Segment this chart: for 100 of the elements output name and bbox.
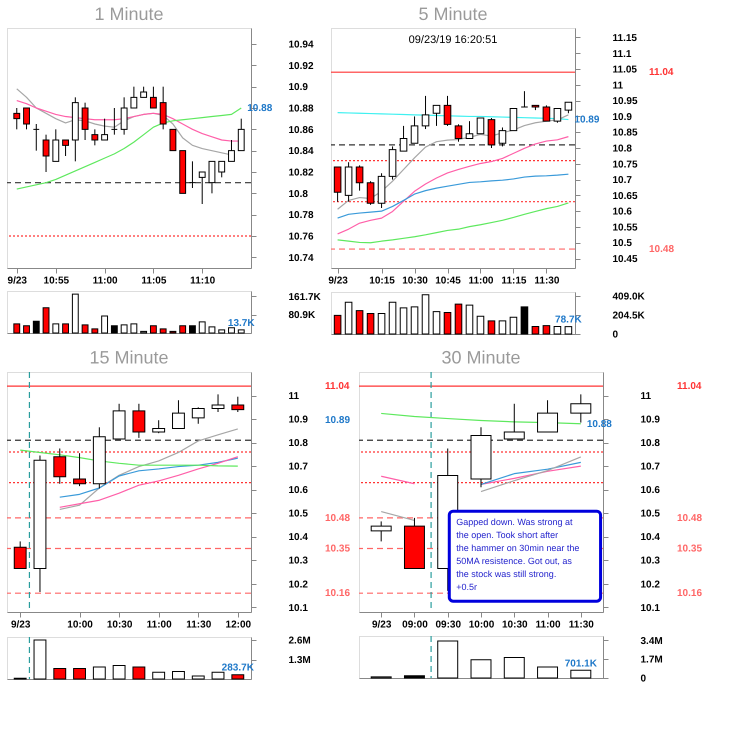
y-tick-label: 10.9 xyxy=(288,414,308,426)
x-tick-label: 11:00 xyxy=(92,276,118,286)
y-tick-label: 10.3 xyxy=(288,556,308,567)
y-tick-label: 10.84 xyxy=(288,146,314,158)
chart-title: 5 Minute xyxy=(418,4,488,24)
x-tick-label: 10:30 xyxy=(402,276,428,286)
x-tick-label: 11:00 xyxy=(468,276,494,286)
chart-title: 15 Minute xyxy=(89,347,169,368)
x-tick-label: 9/23 xyxy=(8,276,28,286)
y-tick-label: 11 xyxy=(288,391,300,402)
data-label: 701.1K xyxy=(564,658,598,670)
y-tick-label: 0 xyxy=(612,330,618,340)
y-tick-label: 10.8 xyxy=(640,438,660,450)
ref-line-label: 10.16 xyxy=(325,588,350,600)
x-tick-label: 11:30 xyxy=(534,276,560,286)
x-tick-label: 11:30 xyxy=(186,620,212,630)
x-tick-label: 9/23 xyxy=(328,276,348,286)
data-label: 78.7K xyxy=(555,314,583,326)
y-tick-label: 10.6 xyxy=(640,485,660,496)
y-tick-label: 10.2 xyxy=(288,579,308,590)
ref-line-label: 10.48 xyxy=(325,512,350,524)
y-tick-label: 10.6 xyxy=(612,206,632,218)
x-tick-label: 10:15 xyxy=(369,276,396,286)
x-tick-label: 10:00 xyxy=(468,620,495,630)
x-tick-label: 11:10 xyxy=(190,276,216,286)
y-tick-label: 1.3M xyxy=(288,655,311,666)
ref-line-label: 11.04 xyxy=(649,67,674,78)
y-tick-label: 11 xyxy=(612,80,624,92)
y-tick-label: 10.92 xyxy=(288,60,314,72)
annotation: 09/23/19 16:20:51 xyxy=(408,34,498,46)
x-tick-label: 10:00 xyxy=(67,620,94,630)
y-tick-label: 10.45 xyxy=(612,254,638,266)
chart-title: 1 Minute xyxy=(94,4,164,24)
y-tick-label: 10.95 xyxy=(612,96,638,108)
x-tick-label: 11:30 xyxy=(568,620,594,630)
y-tick-label: 10.6 xyxy=(288,485,308,496)
y-tick-label: 11.05 xyxy=(612,64,638,76)
data-label: 10.89 xyxy=(574,114,600,126)
annotation: Gapped down. Was strong at the open. Took short after the hammer on 30min near the 50MA resistence. Got out, as the stock was still strong. +0.5r xyxy=(456,517,580,592)
y-tick-label: 10.1 xyxy=(640,602,660,614)
y-tick-label: 10.3 xyxy=(640,556,660,567)
x-tick-label: 9/23 xyxy=(372,620,392,630)
y-tick-label: 10.7 xyxy=(612,175,632,186)
y-tick-label: 10.4 xyxy=(288,532,308,544)
x-tick-label: 09:00 xyxy=(402,620,428,630)
y-tick-label: 10.94 xyxy=(288,40,314,50)
y-tick-label: 10.86 xyxy=(288,124,314,136)
x-tick-label: 10:30 xyxy=(502,620,528,630)
y-tick-label: 10.4 xyxy=(640,532,660,544)
y-tick-label: 2.6M xyxy=(288,636,311,646)
y-tick-label: 10.65 xyxy=(612,190,638,202)
data-label: 10.88 xyxy=(586,418,612,430)
y-tick-label: 10.5 xyxy=(612,238,632,250)
ref-line-label: 10.16 xyxy=(677,588,702,600)
data-label: 13.7K xyxy=(228,318,256,329)
y-tick-label: 10.8 xyxy=(288,188,308,200)
y-tick-label: 204.5K xyxy=(612,310,646,322)
y-tick-label: 10.9 xyxy=(612,112,632,123)
y-tick-label: 10.88 xyxy=(288,104,314,114)
ref-line-label: 10.48 xyxy=(677,512,702,524)
y-tick-label: 10.82 xyxy=(288,168,314,178)
text: 10.89 xyxy=(325,415,350,426)
y-tick-label: 10.7 xyxy=(288,462,308,473)
x-tick-label: 11:00 xyxy=(536,620,561,630)
y-tick-label: 10.1 xyxy=(288,602,308,614)
y-tick-label: 0 xyxy=(640,674,646,684)
y-tick-label: 161.7K xyxy=(288,292,322,303)
y-tick-label: 11.15 xyxy=(612,32,638,44)
x-tick-label: 10:30 xyxy=(106,620,133,630)
y-tick-label: 10.76 xyxy=(288,232,314,242)
y-tick-label: 10.5 xyxy=(640,508,660,520)
y-tick-label: 10.85 xyxy=(612,128,638,139)
data-label: 283.7K xyxy=(222,662,255,674)
y-tick-label: 10.55 xyxy=(612,222,638,234)
y-tick-label: 10.74 xyxy=(288,252,314,264)
y-tick-label: 10.9 xyxy=(640,414,660,426)
ref-line-label: 10.35 xyxy=(325,543,350,554)
x-tick-label: 11:00 xyxy=(146,620,172,630)
ref-line-label: 10.48 xyxy=(649,244,674,256)
x-tick-label: 11:15 xyxy=(501,276,527,286)
ref-line-label: 11.04 xyxy=(677,381,702,392)
y-tick-label: 3.4M xyxy=(640,636,663,647)
x-tick-label: 12:00 xyxy=(226,620,252,630)
y-tick-label: 10.2 xyxy=(640,579,660,590)
y-tick-label: 10.75 xyxy=(612,159,638,170)
ref-line-label: 10.35 xyxy=(677,543,702,554)
x-tick-label: 10:55 xyxy=(44,276,70,286)
y-tick-label: 10.78 xyxy=(288,210,314,222)
y-tick-label: 10.7 xyxy=(640,462,660,473)
y-tick-label: 1.7M xyxy=(640,654,663,666)
y-tick-label: 10.5 xyxy=(288,508,308,520)
data-label: 10.88 xyxy=(247,103,273,114)
ref-line-label: 11.04 xyxy=(325,381,350,392)
chart-title: 30 Minute xyxy=(441,347,521,368)
x-tick-label: 10:45 xyxy=(435,276,462,286)
x-tick-label: 09:30 xyxy=(435,620,462,630)
y-tick-label: 11 xyxy=(640,391,652,402)
y-tick-label: 11.1 xyxy=(612,48,632,60)
y-tick-label: 10.9 xyxy=(288,82,308,94)
y-tick-label: 10.8 xyxy=(612,144,632,154)
